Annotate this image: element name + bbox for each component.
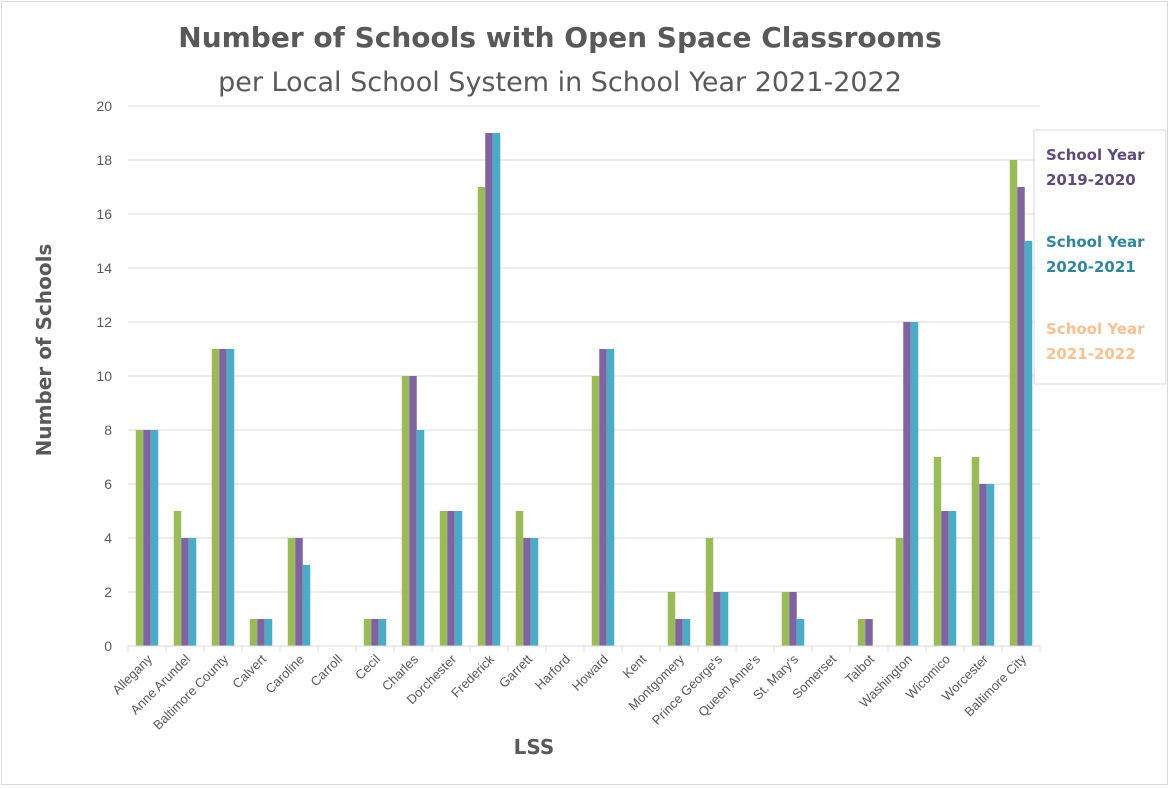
legend-entry-line1: School Year (1046, 146, 1145, 164)
bar-talbot-series-1 (857, 619, 866, 646)
bar-st-mary-s-series-2 (789, 592, 797, 646)
y-tick-label: 14 (96, 260, 112, 276)
x-axis-ticks (127, 646, 1041, 652)
y-tick-label: 8 (104, 422, 112, 438)
bar-caroline-series-3 (302, 565, 311, 646)
bar-montgomery-series-1 (667, 592, 676, 646)
bar-washington-series-1 (895, 538, 904, 646)
bar-anne-arundel-series-3 (188, 538, 197, 646)
bar-frederick-series-3 (492, 133, 501, 646)
bar-baltimore-county-series-3 (226, 349, 235, 646)
bar-calvert-series-3 (264, 619, 273, 646)
y-tick-label: 6 (104, 476, 112, 492)
bar-baltimore-city-series-3 (1024, 241, 1033, 646)
bar-garrett-series-2 (523, 538, 531, 646)
bar-howard-series-2 (599, 349, 607, 646)
y-tick-label: 0 (104, 638, 112, 654)
bar-charles-series-1 (401, 376, 410, 646)
bar-wicomico-series-1 (933, 457, 942, 646)
bar-wicomico-series-2 (941, 511, 949, 646)
bar-caroline-series-2 (295, 538, 303, 646)
bar-charles-series-2 (409, 376, 417, 646)
chart-title: Number of Schools with Open Space Classr… (178, 21, 941, 54)
legend: School Year 2019-2020 School Year 2020-2021… (1033, 129, 1167, 385)
bar-worcester-series-1 (971, 457, 980, 646)
y-tick-label: 18 (96, 152, 112, 168)
x-category-label: Caroline (262, 652, 307, 697)
bar-frederick-series-2 (485, 133, 493, 646)
y-tick-label: 20 (96, 98, 112, 114)
x-category-label: Cecil (352, 651, 383, 682)
bar-calvert-series-2 (257, 619, 265, 646)
legend-entry-line2: 2019-2020 (1046, 171, 1136, 189)
bar-baltimore-county-series-2 (219, 349, 227, 646)
bar-allegany-series-1 (135, 430, 144, 646)
chart-subtitle: per Local School System in School Year 2… (218, 67, 902, 98)
bar-howard-series-3 (606, 349, 615, 646)
bar-montgomery-series-3 (682, 619, 691, 646)
bar-calvert-series-1 (249, 619, 258, 646)
y-axis-ticks: 0 2 4 6 8 10 12 14 16 18 20 (96, 98, 112, 654)
legend-entry-line2: 2021-2022 (1046, 345, 1136, 363)
bar-talbot-series-2 (865, 619, 873, 646)
bar-allegany-series-2 (143, 430, 151, 646)
bar-baltimore-city-series-1 (1009, 160, 1018, 646)
bar-anne-arundel-series-2 (181, 538, 189, 646)
legend-entry-line1: School Year (1046, 233, 1145, 251)
x-category-label: Garrett (496, 651, 535, 690)
bar-prince-george-s-series-2 (713, 592, 721, 646)
bars (135, 133, 1033, 646)
bar-prince-george-s-series-3 (720, 592, 729, 646)
y-tick-label: 4 (104, 530, 112, 546)
bar-garrett-series-1 (515, 511, 524, 646)
bar-cecil-series-1 (363, 619, 372, 646)
bar-caroline-series-1 (287, 538, 296, 646)
bar-cecil-series-3 (378, 619, 387, 646)
bar-worcester-series-2 (979, 484, 987, 646)
bar-montgomery-series-2 (675, 619, 683, 646)
x-category-label: Frederick (448, 651, 497, 700)
bar-dorchester-series-3 (454, 511, 463, 646)
y-axis-title: Number of Schools (32, 244, 56, 457)
y-tick-label: 16 (96, 206, 112, 222)
legend-entry-line2: 2020-2021 (1046, 258, 1136, 276)
bar-dorchester-series-2 (447, 511, 455, 646)
legend-box (1033, 129, 1167, 385)
x-axis-title: LSS (514, 735, 555, 759)
bar-charles-series-3 (416, 430, 425, 646)
y-tick-label: 12 (96, 314, 112, 330)
bar-garrett-series-3 (530, 538, 539, 646)
x-category-label: Kent (620, 651, 650, 681)
legend-entry-line1: School Year (1046, 320, 1145, 338)
bar-dorchester-series-1 (439, 511, 448, 646)
bar-anne-arundel-series-1 (173, 511, 182, 646)
bar-worcester-series-3 (986, 484, 995, 646)
bar-frederick-series-1 (477, 187, 486, 646)
x-category-label: Carroll (307, 651, 345, 689)
y-tick-label: 2 (104, 584, 112, 600)
bar-cecil-series-2 (371, 619, 379, 646)
y-tick-label: 10 (96, 368, 112, 384)
gridlines (128, 105, 1040, 593)
bar-allegany-series-3 (150, 430, 159, 646)
bar-howard-series-1 (591, 376, 600, 646)
bar-st-mary-s-series-3 (796, 619, 805, 646)
bar-washington-series-2 (903, 322, 911, 646)
bar-prince-george-s-series-1 (705, 538, 714, 646)
x-category-label: Talbot (842, 651, 877, 686)
bar-wicomico-series-3 (948, 511, 957, 646)
bar-baltimore-city-series-2 (1017, 187, 1025, 646)
bar-washington-series-3 (910, 322, 919, 646)
x-category-label: Howard (569, 652, 611, 694)
x-category-label: Harford (532, 652, 573, 693)
bar-st-mary-s-series-1 (781, 592, 790, 646)
bar-baltimore-county-series-1 (211, 349, 220, 646)
